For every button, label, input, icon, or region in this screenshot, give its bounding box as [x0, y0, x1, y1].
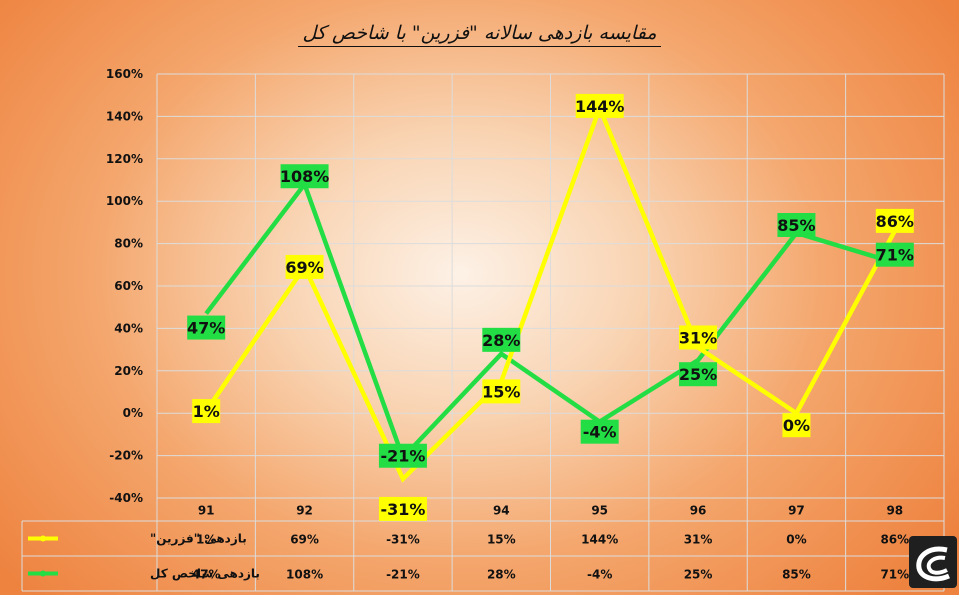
data-label: 47%: [187, 319, 225, 338]
data-label: -31%: [380, 500, 425, 519]
data-label-box: [285, 254, 324, 279]
data-label: 69%: [285, 258, 323, 277]
y-tick-label: 140%: [106, 109, 143, 123]
data-label: 25%: [679, 365, 717, 384]
data-label: 15%: [482, 382, 520, 401]
data-label: 31%: [679, 328, 717, 347]
table-cell: 71%: [880, 568, 909, 582]
chart-title: مقایسه بازدهی سالانه "فزرین" با شاخص کل: [0, 22, 959, 47]
y-tick-label: 100%: [106, 194, 143, 208]
legend-label: بازدهی شاخص کل: [150, 567, 260, 581]
table-cell: 28%: [487, 568, 516, 582]
data-label-box: [777, 213, 816, 237]
x-tick-label: 95: [591, 504, 608, 518]
x-tick-label: 98: [886, 504, 903, 518]
data-label: 86%: [876, 212, 914, 231]
table-cell: 25%: [684, 568, 713, 582]
data-label-box: [575, 93, 624, 118]
table-cell: 1%: [196, 533, 216, 547]
table-cell: 144%: [581, 533, 618, 547]
data-label: 0%: [783, 416, 810, 435]
y-tick-label: 20%: [114, 364, 143, 378]
y-tick-label: 40%: [114, 321, 143, 335]
data-label: 108%: [280, 167, 329, 186]
data-label-box: [378, 443, 427, 468]
data-label-box: [378, 496, 427, 521]
data-label: 28%: [482, 331, 520, 350]
data-label-box: [280, 164, 329, 189]
y-tick-label: 120%: [106, 152, 143, 166]
data-label: 144%: [575, 97, 624, 116]
data-label-box: [482, 327, 521, 352]
x-tick-label: 94: [493, 504, 510, 518]
data-label: 85%: [777, 216, 815, 235]
data-label: -4%: [583, 423, 617, 442]
series-line-1: [204, 179, 896, 462]
y-tick-label: 160%: [106, 67, 143, 81]
data-label: 1%: [193, 402, 220, 421]
y-tick-label: -40%: [109, 491, 143, 505]
table-cell: 108%: [286, 568, 323, 582]
table-cell: -21%: [386, 568, 420, 582]
table-cell: -31%: [386, 533, 420, 547]
table-cell: 15%: [487, 533, 516, 547]
data-label-box: [679, 362, 718, 387]
table-cell: 47%: [192, 568, 221, 582]
table-cell: 0%: [786, 533, 806, 547]
chart-title-text: مقایسه بازدهی سالانه "فزرین" با شاخص کل: [298, 22, 661, 47]
data-label-box: [482, 379, 521, 404]
table-cell: -4%: [587, 568, 612, 582]
y-tick-label: 80%: [114, 237, 143, 251]
table-cell: 85%: [782, 568, 811, 582]
data-label-box: [679, 325, 718, 350]
x-tick-label: 91: [198, 504, 215, 518]
legend-marker-0: [40, 535, 46, 542]
table-cell: 31%: [684, 533, 713, 547]
data-label-box: [580, 419, 619, 444]
data-label: 71%: [876, 246, 914, 265]
table-cell: 86%: [880, 533, 909, 547]
data-label-box: [192, 399, 221, 424]
legend-label: بازدهی "فزرین": [150, 532, 247, 546]
company-logo-icon: [909, 536, 957, 588]
y-tick-label: -20%: [109, 449, 143, 463]
data-label-box: [187, 315, 226, 340]
y-tick-label: 60%: [114, 279, 143, 293]
x-tick-label: 97: [788, 504, 805, 518]
series-line-0: [204, 101, 897, 483]
x-tick-label: 96: [690, 504, 707, 518]
data-label-box: [875, 242, 914, 267]
data-label: -21%: [380, 447, 425, 466]
legend-marker-1: [40, 570, 46, 577]
data-label-box: [782, 413, 811, 438]
data-label-box: [875, 208, 914, 233]
x-tick-label: 92: [296, 504, 313, 518]
y-tick-label: 0%: [123, 406, 143, 420]
table-cell: 69%: [290, 533, 319, 547]
